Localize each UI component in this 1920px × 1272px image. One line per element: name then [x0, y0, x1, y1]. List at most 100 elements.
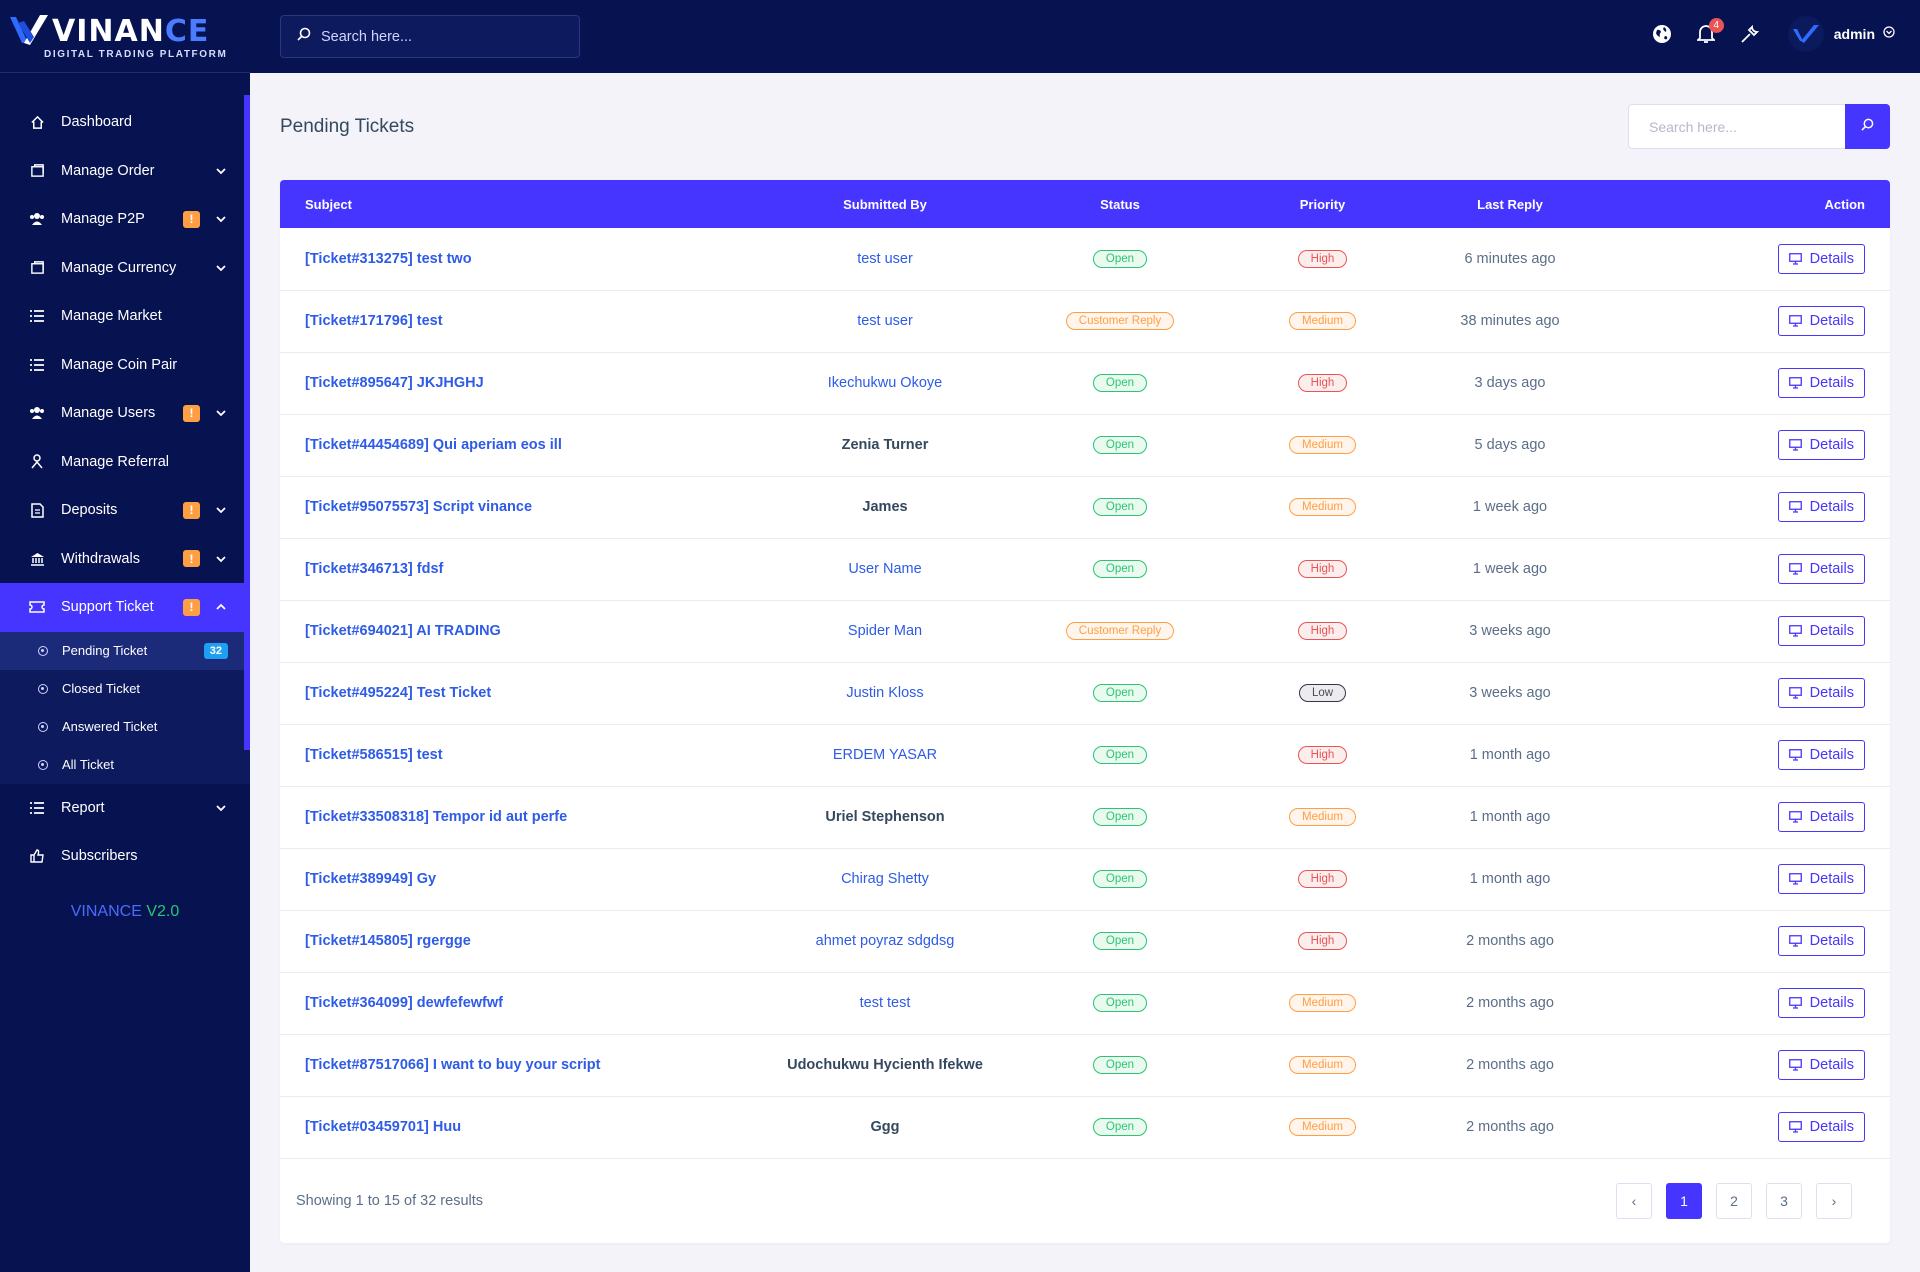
table-row: [Ticket#87517066] I want to buy your scr… [280, 1034, 1890, 1097]
priority-cell: High [1220, 228, 1425, 291]
details-button[interactable]: Details [1777, 678, 1865, 708]
sidebar-subitem-answered-ticket[interactable]: Answered Ticket [0, 708, 250, 746]
ticket-subject-link[interactable]: [Ticket#171796] test [305, 313, 443, 329]
sidebar-item-manage-order[interactable]: Manage Order [0, 147, 250, 196]
last-reply-cell: 3 weeks ago [1425, 600, 1595, 663]
admin-profile-menu[interactable]: admin [1787, 16, 1895, 52]
ticket-subject-link[interactable]: [Ticket#389949] Gy [305, 871, 437, 887]
details-button[interactable]: Details [1777, 554, 1865, 584]
sidebar-item-manage-p2p[interactable]: Manage P2P ! [0, 195, 250, 244]
brand-logo[interactable]: VINANCE DIGITAL TRADING PLATFORM [0, 0, 250, 73]
details-button[interactable]: Details [1777, 243, 1865, 274]
details-button[interactable]: Details [1777, 1112, 1865, 1142]
sidebar-item-manage-market[interactable]: Manage Market [0, 292, 250, 341]
pagination-page-2[interactable]: 2 [1716, 1182, 1752, 1219]
sidebar-subitem-all-ticket[interactable]: All Ticket [0, 746, 250, 784]
desktop-icon [1788, 1059, 1802, 1071]
chevron-down-icon [216, 214, 226, 224]
ticket-subject-cell: [Ticket#171796] test [280, 290, 750, 353]
sidebar-item-subscribers[interactable]: Subscribers [0, 832, 250, 881]
ticket-subject-link[interactable]: [Ticket#95075573] Script vinance [305, 499, 533, 515]
details-button[interactable]: Details [1777, 430, 1865, 460]
sidebar-item-support-ticket[interactable]: Support Ticket ! [0, 583, 250, 632]
vinance-logo-icon [10, 14, 48, 45]
details-button[interactable]: Details [1777, 306, 1865, 336]
ticket-subject-link[interactable]: [Ticket#346713] fdsf [305, 561, 444, 577]
priority-badge: High [1297, 249, 1348, 268]
submitted-by[interactable]: Ikechukwu Okoye [827, 375, 943, 391]
support-submenu: Pending Ticket 32 Closed Ticket Answered… [0, 631, 250, 784]
sidebar-item-deposits[interactable]: Deposits ! [0, 486, 250, 535]
details-button[interactable]: Details [1777, 864, 1865, 894]
submitted-by[interactable]: Justin Kloss [846, 685, 924, 701]
ticket-subject-link[interactable]: [Ticket#694021] AI TRADING [305, 623, 501, 639]
sidebar-scrollbar[interactable] [244, 95, 250, 750]
circle-dot-icon [38, 645, 48, 656]
pagination-next[interactable]: › [1816, 1182, 1852, 1219]
details-button[interactable]: Details [1777, 988, 1865, 1018]
ticket-search-input[interactable] [1628, 104, 1845, 149]
submitted-by[interactable]: ERDEM YASAR [832, 747, 938, 763]
status-badge: Open [1092, 436, 1148, 454]
top-search-input[interactable] [321, 28, 561, 45]
submitted-by-cell: User Name [750, 538, 1020, 601]
ticket-subject-link[interactable]: [Ticket#364099] dewfefewfwf [305, 995, 503, 1011]
column-header-action: Action [1824, 196, 1865, 212]
submitted-by[interactable]: test user [857, 313, 913, 329]
sidebar-item-report[interactable]: Report [0, 784, 250, 833]
sidebar-item-manage-users[interactable]: Manage Users ! [0, 389, 250, 438]
wrench-icon[interactable] [1738, 22, 1762, 46]
priority-badge: High [1297, 374, 1348, 392]
ticket-subject-link[interactable]: [Ticket#586515] test [305, 747, 443, 763]
ticket-subject-link[interactable]: [Ticket#03459701] Huu [305, 1119, 462, 1135]
pagination-prev[interactable]: ‹ [1616, 1182, 1652, 1219]
column-header-submitted-by: Submitted By [843, 196, 927, 212]
avatar [1787, 16, 1824, 52]
bell-icon[interactable]: 4 [1694, 18, 1724, 46]
ticket-subject-link[interactable]: [Ticket#44454689] Qui aperiam eos ill [305, 437, 562, 453]
status-cell: Open [1020, 352, 1220, 415]
details-button[interactable]: Details [1777, 802, 1865, 832]
desktop-icon [1788, 811, 1802, 823]
submitted-by[interactable]: Spider Man [847, 623, 923, 639]
submitted-by[interactable]: User Name [848, 561, 922, 577]
sidebar-subitem-pending-ticket[interactable]: Pending Ticket 32 [0, 631, 250, 670]
details-button[interactable]: Details [1777, 926, 1865, 956]
sidebar-item-manage-currency[interactable]: Manage Currency [0, 244, 250, 293]
submitted-by[interactable]: test test [859, 995, 911, 1011]
sidebar-subitem-closed-ticket[interactable]: Closed Ticket [0, 670, 250, 708]
ticket-subject-cell: [Ticket#44454689] Qui aperiam eos ill [280, 414, 750, 477]
top-search[interactable] [280, 15, 580, 58]
status-badge: Open [1092, 870, 1148, 888]
pagination-page-3[interactable]: 3 [1766, 1182, 1802, 1219]
sidebar-item-manage-coin-pair[interactable]: Manage Coin Pair [0, 341, 250, 390]
submitted-by[interactable]: Chirag Shetty [841, 871, 929, 887]
sidebar-item-manage-referral[interactable]: Manage Referral [0, 438, 250, 487]
action-cell: Details [1595, 910, 1890, 973]
thumbs-up-icon [29, 848, 45, 864]
submitted-by: Ggg [870, 1119, 900, 1135]
desktop-icon [1788, 1121, 1802, 1133]
details-button[interactable]: Details [1777, 492, 1865, 522]
submitted-by[interactable]: ahmet poyraz sdgdsg [815, 933, 955, 949]
ticket-subject-link[interactable]: [Ticket#495224] Test Ticket [305, 685, 492, 701]
ticket-subject-link[interactable]: [Ticket#33508318] Tempor id aut perfe [305, 809, 568, 825]
pagination-page-1[interactable]: 1 [1666, 1182, 1702, 1219]
globe-icon[interactable] [1650, 22, 1674, 46]
status-badge: Open [1092, 1118, 1148, 1136]
ticket-subject-link[interactable]: [Ticket#313275] test two [305, 250, 472, 267]
ticket-subject-link[interactable]: [Ticket#87517066] I want to buy your scr… [305, 1057, 601, 1073]
sidebar-item-withdrawals[interactable]: Withdrawals ! [0, 535, 250, 584]
submitted-by[interactable]: test user [857, 250, 913, 267]
sidebar-item-dashboard[interactable]: Dashboard [0, 98, 250, 147]
ticket-subject-link[interactable]: [Ticket#145805] rgergge [305, 933, 471, 949]
warning-badge: ! [183, 404, 200, 422]
details-button[interactable]: Details [1777, 740, 1865, 770]
details-button[interactable]: Details [1777, 368, 1865, 398]
details-button[interactable]: Details [1777, 1050, 1865, 1080]
status-badge: Open [1092, 994, 1148, 1012]
ticket-search-button[interactable] [1845, 104, 1890, 149]
ticket-subject-link[interactable]: [Ticket#895647] JKJHGHJ [305, 375, 484, 391]
priority-cell: High [1220, 848, 1425, 911]
details-button[interactable]: Details [1777, 616, 1865, 646]
